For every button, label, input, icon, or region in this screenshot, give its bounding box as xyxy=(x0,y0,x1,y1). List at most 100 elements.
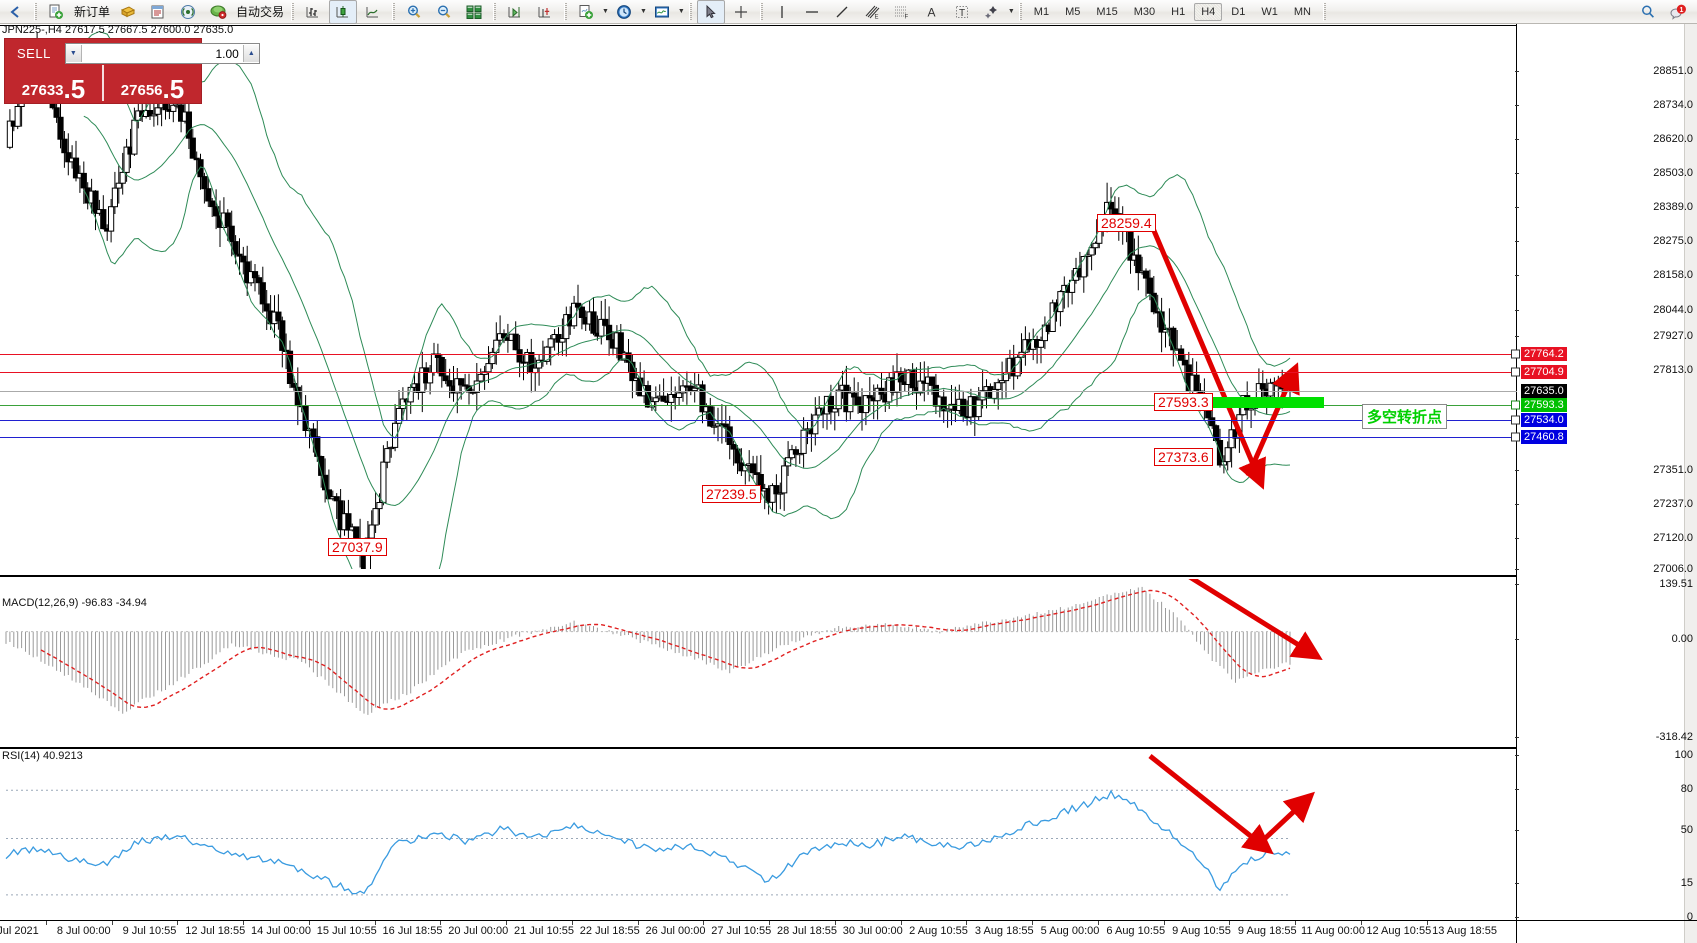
horizontal-line-icon[interactable] xyxy=(798,0,826,24)
annotation-low-27239[interactable]: 27239.5 xyxy=(702,485,761,503)
period-icon[interactable] xyxy=(610,0,638,24)
toolbar-separator xyxy=(493,2,497,21)
chevron-up-icon[interactable]: ▲ xyxy=(242,45,259,62)
level-handle[interactable] xyxy=(1511,349,1520,359)
sell-button[interactable]: SELL xyxy=(17,46,51,61)
timeframe-d1[interactable]: D1 xyxy=(1231,5,1246,18)
timeframe-w1[interactable]: W1 xyxy=(1261,5,1278,18)
fibonacci-icon[interactable]: F xyxy=(888,0,916,24)
annotation-low-27037[interactable]: 27037.9 xyxy=(328,538,387,556)
cursor-icon[interactable] xyxy=(696,0,725,24)
time-axis-label: 16 Jul 18:55 xyxy=(382,925,443,937)
toolbar-separator xyxy=(1322,2,1326,21)
level-tag-27460[interactable]: 27460.8 xyxy=(1521,430,1567,444)
level-line-27704[interactable] xyxy=(0,372,1517,373)
auto-scroll-icon[interactable] xyxy=(531,0,559,24)
level-line-27534[interactable] xyxy=(0,420,1517,421)
annotation-turning-point[interactable]: 多空转折点 xyxy=(1362,404,1448,429)
equidistant-channel-icon[interactable]: E xyxy=(858,0,886,24)
chart-area[interactable]: JPN225-,H4 27617.5 27667.5 27600.0 27635… xyxy=(0,24,1697,943)
timeframe-m1[interactable]: M1 xyxy=(1033,5,1050,18)
level-tag-27534[interactable]: 27534.0 xyxy=(1521,413,1567,427)
time-axis-tick xyxy=(308,921,310,925)
macd-downtrend-arrow xyxy=(1188,579,1323,660)
level-line-27460[interactable] xyxy=(0,437,1517,438)
text-label-icon[interactable]: T xyxy=(948,0,976,24)
time-axis-label: 28 Jul 18:55 xyxy=(777,925,837,937)
zoom-in-icon[interactable] xyxy=(400,0,428,24)
time-axis-label: 12 Aug 10:55 xyxy=(1366,925,1432,937)
chevron-down-icon[interactable]: ▼ xyxy=(677,8,685,15)
chevron-down-icon[interactable]: ▼ xyxy=(602,8,609,15)
svg-text:F: F xyxy=(904,14,908,20)
new-order-label[interactable]: 新订单 xyxy=(74,5,111,19)
level-line-27764[interactable] xyxy=(0,354,1517,355)
search-icon[interactable] xyxy=(1634,0,1662,24)
buy-price[interactable]: 27656 .5 xyxy=(104,65,201,102)
sell-price[interactable]: 27633 .5 xyxy=(5,65,102,102)
timeframe-mn[interactable]: MN xyxy=(1293,5,1311,18)
chevron-down-icon[interactable]: ▼ xyxy=(65,45,82,62)
candlestick-chart-icon[interactable] xyxy=(329,0,358,24)
time-axis-tick xyxy=(637,921,639,925)
timeframe-m5[interactable]: M5 xyxy=(1065,5,1081,18)
annotation-support-27593[interactable]: 27593.3 xyxy=(1154,393,1213,411)
one-click-trading-panel[interactable]: SELL ▼ ▲ BUY 27633 .5 27656 .5 xyxy=(4,38,302,104)
alerts-icon[interactable]: 1 xyxy=(1664,0,1692,24)
new-order-icon[interactable] xyxy=(42,0,70,24)
tile-windows-icon[interactable] xyxy=(460,0,488,24)
annotation-peak-28259[interactable]: 28259.4 xyxy=(1097,214,1156,232)
back-icon[interactable] xyxy=(1,0,29,24)
level-handle[interactable] xyxy=(1511,400,1520,410)
text-icon[interactable]: A xyxy=(918,0,946,24)
macd-label[interactable]: MACD(12,26,9) -96.83 -34.94 xyxy=(2,597,147,609)
toolbar-separator xyxy=(564,2,568,21)
time-axis-tick xyxy=(1360,921,1362,925)
crosshair-icon[interactable] xyxy=(727,0,755,24)
autotrading-icon[interactable] xyxy=(204,0,232,24)
signals-icon[interactable] xyxy=(174,0,202,24)
time-axis: Jul 2021 8 Jul 00:00 9 Jul 10:55 12 Jul 18:… xyxy=(0,920,1697,943)
annotation-low-27373[interactable]: 27373.6 xyxy=(1154,448,1213,466)
rsi-downtrend-arrow xyxy=(1148,754,1274,855)
chevron-down-icon[interactable]: ▼ xyxy=(639,8,647,15)
chart-top-border xyxy=(0,25,1517,26)
level-tag-27593[interactable]: 27593.3 xyxy=(1521,398,1567,412)
demand-zone-highlight[interactable] xyxy=(1213,397,1324,408)
data-window-icon[interactable] xyxy=(144,0,172,24)
buy-button[interactable]: BUY xyxy=(273,46,303,61)
add-indicator-icon[interactable] xyxy=(572,0,600,24)
expert-advisors-icon[interactable] xyxy=(114,0,142,24)
shapes-icon[interactable] xyxy=(978,0,1006,24)
svg-text:T: T xyxy=(959,8,965,19)
level-handle[interactable] xyxy=(1511,367,1520,377)
time-axis-label: 8 Jul 00:00 xyxy=(56,925,111,937)
vertical-scrollbar[interactable] xyxy=(1684,24,1697,943)
line-chart-icon[interactable] xyxy=(359,0,387,24)
bar-chart-icon[interactable] xyxy=(299,0,327,24)
timeframe-m30[interactable]: M30 xyxy=(1133,5,1156,18)
level-tag-27764[interactable]: 27764.2 xyxy=(1521,347,1567,361)
toolbar-separator xyxy=(759,2,763,21)
volume-stepper[interactable]: ▼ ▲ xyxy=(64,43,260,64)
templates-icon[interactable] xyxy=(648,0,676,24)
time-axis-tick xyxy=(1295,921,1297,925)
level-handle[interactable] xyxy=(1511,415,1520,425)
time-axis-tick xyxy=(243,921,244,925)
zoom-out-icon[interactable] xyxy=(430,0,458,24)
timeframe-m15[interactable]: M15 xyxy=(1096,5,1118,18)
autotrading-label[interactable]: 自动交易 xyxy=(236,5,285,19)
trendline-icon[interactable] xyxy=(828,0,856,24)
vertical-line-icon[interactable] xyxy=(768,0,796,24)
level-handle[interactable] xyxy=(1511,432,1520,442)
shift-end-icon[interactable] xyxy=(501,0,529,24)
time-axis-label: 3 Aug 18:55 xyxy=(974,925,1034,937)
level-tag-27704[interactable]: 27704.9 xyxy=(1521,365,1567,379)
chevron-down-icon[interactable]: ▼ xyxy=(1007,8,1015,15)
volume-input[interactable] xyxy=(81,45,243,62)
svg-text:A: A xyxy=(927,5,935,19)
rsi-label[interactable]: RSI(14) 40.9213 xyxy=(2,750,83,762)
timeframe-h4[interactable]: H4 xyxy=(1194,2,1223,21)
time-axis-label: 12 Jul 18:55 xyxy=(185,925,246,937)
timeframe-h1[interactable]: H1 xyxy=(1171,5,1186,18)
